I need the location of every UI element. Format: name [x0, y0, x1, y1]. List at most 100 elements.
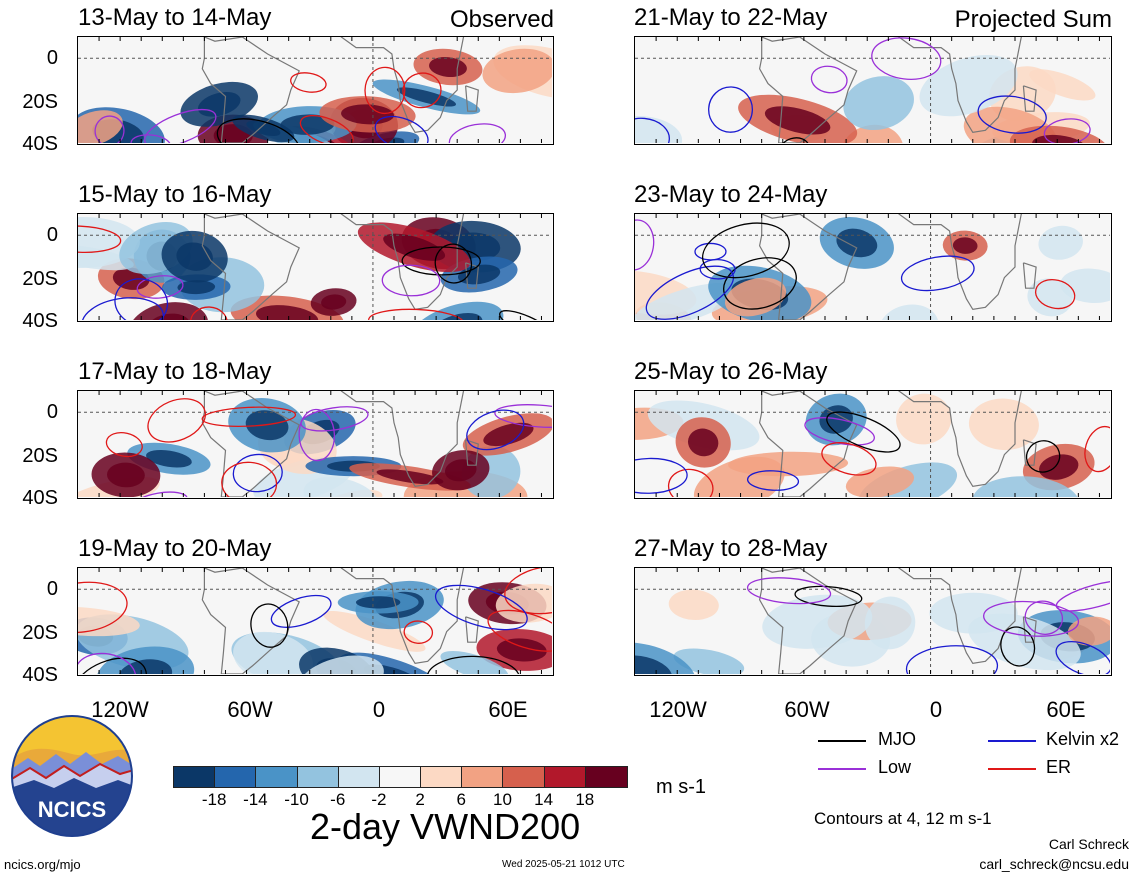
wave-contour: [426, 655, 521, 674]
lat-label: 40S: [22, 133, 58, 155]
wave-contour: [201, 406, 297, 428]
wave-contour: [448, 123, 507, 143]
colorbar-tick-label: -10: [284, 790, 309, 809]
wave-contour: [905, 645, 999, 674]
colorbar-units: m s-1: [656, 776, 706, 798]
legend-label-er: ER: [1046, 757, 1072, 777]
panel-title-right-4: 27-May to 28-May: [634, 535, 828, 562]
lat-label: 0: [46, 224, 58, 246]
anomaly-blob: [635, 116, 683, 143]
wave-contour: [746, 470, 800, 491]
field-svg: [635, 214, 1110, 320]
map-panel-projected-2: [634, 213, 1112, 322]
colorbar-cell: [379, 767, 422, 787]
wave-contour: [635, 117, 670, 143]
wave-contour: [1084, 425, 1110, 473]
anomaly-blob: [78, 110, 123, 143]
panel-title-left-4: 19-May to 20-May: [78, 535, 272, 562]
map-panel-projected-3: [634, 390, 1112, 499]
anomaly-blob: [1027, 278, 1073, 317]
main-title: 2-day VWND200: [310, 806, 581, 847]
lat-label: 20S: [22, 622, 58, 644]
anomaly-blob: [383, 233, 446, 261]
lon-label: 60E: [488, 697, 528, 722]
colorbar-tick-label: -14: [243, 790, 268, 809]
wave-contour: [645, 265, 735, 320]
footer-url[interactable]: ncics.org/mjo: [4, 857, 81, 872]
coastline: [340, 37, 465, 134]
lat-label: 20S: [22, 91, 58, 113]
field-svg: [78, 391, 552, 497]
panel-title-right-1: 21-May to 22-May: [634, 4, 828, 31]
wave-contour: [699, 259, 736, 280]
wave-contour: [216, 118, 301, 143]
legend-line-low: [818, 768, 866, 770]
anomaly-blob: [128, 302, 209, 320]
wave-contour: [794, 585, 863, 608]
anomaly-blob: [635, 655, 673, 674]
anomaly-blob: [323, 610, 426, 652]
wave-contour: [381, 264, 441, 297]
anomaly-blob: [321, 294, 347, 310]
lon-label: 120W: [649, 697, 707, 722]
anomaly-blob: [972, 476, 1080, 497]
wave-contour: [1025, 440, 1061, 473]
colorbar-cell: [503, 767, 545, 787]
anomaly-blob: [919, 54, 1018, 117]
wave-contour: [708, 86, 754, 133]
anomaly-blob: [952, 237, 978, 254]
colorbar-tick-label: -18: [201, 790, 227, 809]
wave-contour: [983, 600, 1080, 637]
observed-label: Observed: [449, 6, 554, 33]
footer-email[interactable]: carl_schreck@ncsu.edu: [979, 856, 1129, 872]
lat-label: 0: [46, 578, 58, 600]
colorbar-cell: [174, 767, 216, 787]
map-panel-observed-3: [77, 390, 554, 499]
coastline: [201, 214, 300, 320]
map-panel-projected-1: [634, 36, 1112, 145]
colorbar-tick-label: 2: [415, 790, 425, 809]
wave-contour: [821, 442, 877, 476]
colorbar-cell: [462, 767, 504, 787]
colorbar-tick-label: 14: [534, 790, 554, 809]
anomaly-blob: [688, 428, 719, 457]
anomaly-blob: [1067, 616, 1110, 646]
wave-contour: [364, 66, 406, 115]
anomaly-blob: [1038, 225, 1083, 260]
anomaly-blob: [836, 228, 878, 258]
anomaly-blob: [396, 87, 457, 107]
wave-contour: [1034, 278, 1076, 310]
wave-contour: [810, 65, 848, 94]
anomaly-blob: [457, 264, 501, 285]
coastline: [758, 37, 858, 143]
colorbar-tick-label: -6: [330, 790, 346, 809]
wave-contour: [221, 461, 278, 497]
anomaly-blob: [410, 301, 504, 320]
wave-contour: [1000, 626, 1036, 667]
wave-contour: [746, 577, 832, 605]
anomaly-blob: [256, 305, 319, 320]
legend-line-mjo: [818, 740, 866, 742]
anomaly-blob: [864, 596, 916, 650]
wave-contour: [78, 581, 128, 634]
lat-label: 0: [46, 47, 58, 69]
anomaly-blob: [496, 638, 547, 662]
wave-contour: [667, 468, 714, 497]
anomaly-blob: [440, 650, 509, 674]
field-svg: [635, 37, 1110, 143]
legend-label-kelvin: Kelvin x2: [1046, 729, 1120, 749]
colorbar-cell: [585, 767, 627, 787]
wave-contour: [368, 308, 465, 320]
anomaly-blob: [233, 631, 313, 674]
anomaly-blob: [78, 606, 140, 637]
wave-contour: [871, 37, 942, 80]
colorbar-tick-label: -2: [371, 790, 387, 809]
anomaly-blob: [963, 106, 1058, 143]
footer-author: Carl Schreck: [1048, 836, 1129, 852]
wave-contour: [403, 620, 434, 644]
wave-contour: [494, 404, 552, 428]
wave-contour: [487, 609, 552, 652]
panel-title-left-1: 13-May to 14-May: [78, 4, 272, 31]
wave-contour: [105, 432, 143, 458]
wave-contour: [779, 137, 810, 143]
